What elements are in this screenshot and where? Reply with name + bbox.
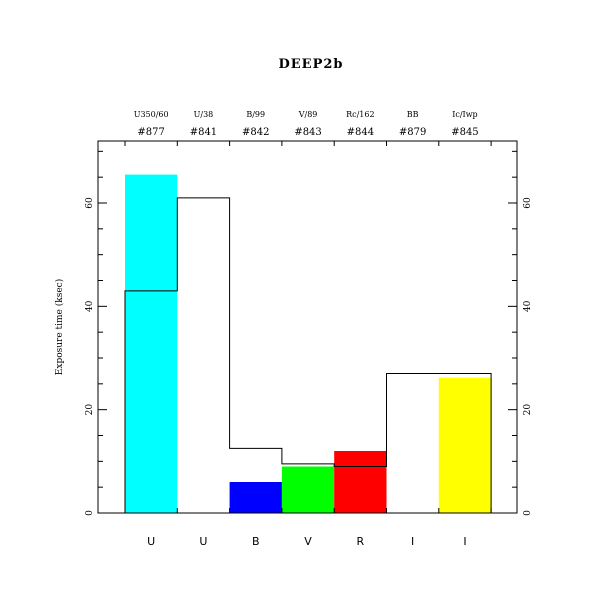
outline-histogram [124, 197, 492, 513]
x-tick-label-5: I [411, 535, 414, 548]
filter-label-4: Rc/162 [346, 110, 374, 119]
x-tick-label-0: U [147, 535, 155, 548]
filter-headers: U350/60 U/38 B/99 V/89 Rc/162 BB Ic/Iwp #877 #84… [134, 110, 479, 138]
bar-2 [229, 482, 282, 513]
bar-0 [125, 174, 178, 514]
filter-label-6: Ic/Iwp [452, 110, 477, 119]
filter-id-2: #842 [242, 127, 269, 138]
x-tick-label-2: B [252, 535, 260, 548]
filter-id-3: #843 [294, 127, 321, 138]
y-axis-label: Exposure time (ksec) [54, 279, 65, 375]
x-tick-label-3: V [304, 535, 312, 548]
y-tick-label-right: 60 [523, 197, 533, 209]
bar-4 [334, 451, 387, 513]
y-tick-label-left: 0 [85, 510, 95, 516]
x-tick-label-6: I [463, 535, 466, 548]
filter-label-1: U/38 [194, 110, 214, 119]
bars [125, 174, 492, 514]
filter-id-5: #879 [399, 127, 426, 138]
filter-label-5: BB [407, 110, 419, 119]
bar-3 [281, 466, 335, 513]
filter-label-3: V/89 [298, 110, 318, 119]
filter-label-2: B/99 [246, 110, 265, 119]
y-tick-label-right: 0 [523, 510, 533, 516]
filter-id-1: #841 [190, 127, 217, 138]
x-tick-label-4: R [357, 535, 365, 548]
y-tick-label-left: 20 [85, 404, 95, 416]
filter-id-6: #845 [451, 127, 478, 138]
filter-label-0: U350/60 [134, 110, 169, 119]
x-tick-label-1: U [199, 535, 207, 548]
chart-title: DEEP2b [278, 57, 343, 72]
y-tick-label-right: 40 [523, 300, 533, 312]
y-tick-label-left: 40 [85, 300, 95, 312]
bar-6 [438, 377, 492, 513]
filter-id-0: #877 [137, 127, 164, 138]
axes: 0 0 20 20 40 40 60 60 [85, 141, 533, 516]
plot-frame [97, 140, 518, 514]
filter-id-4: #844 [347, 127, 374, 138]
y-tick-label-left: 60 [85, 197, 95, 209]
outline-step-line [124, 197, 492, 513]
y-tick-label-right: 20 [523, 404, 533, 416]
